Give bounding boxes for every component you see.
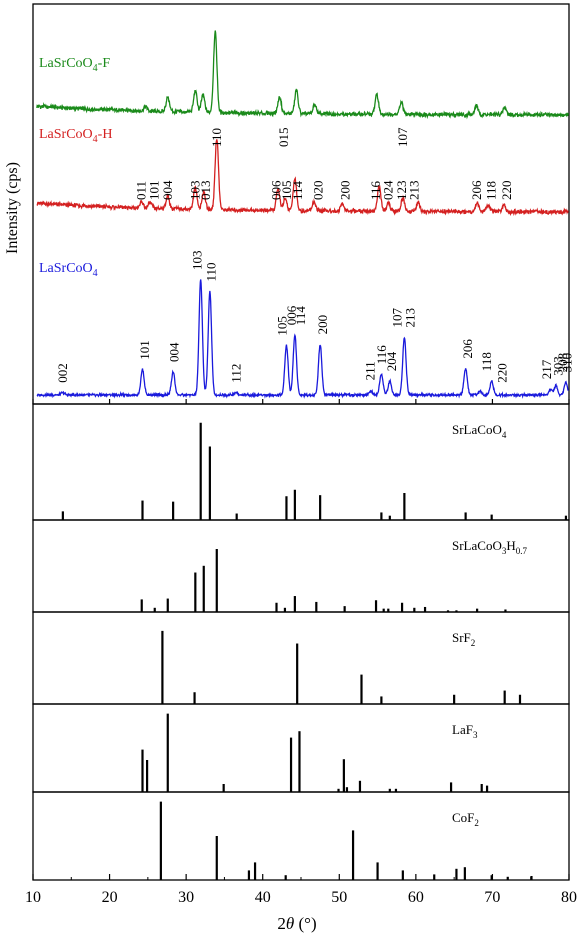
- x-axis-label-unit: (°): [294, 914, 316, 933]
- reference-panel-frame: [32, 519, 570, 613]
- x-tick-label: 30: [178, 889, 194, 906]
- trace-label-main: LaSrCoO: [39, 127, 93, 142]
- peak-label: 206: [460, 339, 475, 359]
- peak-label: 206: [469, 180, 484, 200]
- reference-panel-frame: [32, 611, 570, 705]
- peak-label: 004: [167, 342, 182, 362]
- reference-label-part: 3: [473, 730, 478, 740]
- trace-label-main: LaSrCoO: [39, 261, 93, 276]
- x-axis-label: 2θ (°): [277, 914, 316, 933]
- peak-label: 002: [55, 363, 70, 383]
- trace-label-H: LaSrCoO4-H: [39, 127, 112, 145]
- y-axis-label: Intensity (cps): [4, 162, 21, 254]
- peak-label: 105: [275, 316, 290, 336]
- trace-label-P: LaSrCoO4: [39, 261, 98, 279]
- x-tick-label: 20: [102, 889, 118, 906]
- diffraction-traces: [36, 30, 569, 399]
- peak-label: 024: [380, 180, 395, 200]
- reference-label-CoF2: CoF2: [452, 810, 479, 828]
- reference-label-SrF2: SrF2: [452, 630, 475, 648]
- reference-panel-frame: [32, 703, 570, 793]
- trace-P: [36, 279, 569, 399]
- reference-label-part: CoF: [452, 810, 474, 825]
- x-tick-label: 70: [484, 889, 500, 906]
- reference-panel-frame: [32, 791, 570, 881]
- peak-label: 200: [337, 181, 352, 201]
- peak-label: 105: [279, 181, 294, 201]
- reference-label-part: 3: [502, 546, 507, 556]
- peak-label: 123: [394, 181, 409, 201]
- peak-label: 213: [403, 308, 418, 328]
- peak-label: 107: [390, 308, 405, 328]
- x-tick-label: 80: [561, 889, 577, 906]
- x-tick-label: 50: [331, 889, 347, 906]
- reference-label-part: 4: [502, 430, 507, 440]
- reference-label-part: SrLaCoO: [452, 538, 502, 553]
- peak-label: 114: [290, 180, 305, 200]
- trace-label-suffix: -H: [98, 127, 113, 142]
- reference-label-LaF3: LaF3: [452, 722, 478, 740]
- reference-label-part: H: [506, 538, 515, 553]
- x-tick-label: 10: [25, 889, 41, 906]
- reference-label-part: 0.7: [516, 546, 528, 556]
- reference-label-part: 2: [474, 818, 479, 828]
- peak-label: 213: [406, 181, 421, 201]
- reference-label-SrLaCoO3H07: SrLaCoO3H0.7: [452, 538, 527, 556]
- peak-label: 217: [539, 359, 554, 379]
- panel-frames: [32, 3, 570, 881]
- peak-label: 013: [198, 181, 213, 201]
- peak-label: 103: [187, 181, 202, 201]
- reference-label-part: SrF: [452, 630, 471, 645]
- main-panel-frame: [32, 3, 570, 405]
- peak-label: 103: [190, 251, 205, 271]
- peak-label: 110: [203, 262, 218, 281]
- peak-label: 107: [395, 127, 410, 147]
- peak-label: 020: [311, 181, 326, 201]
- peak-label: 118: [484, 181, 499, 200]
- peak-label: 220: [499, 181, 514, 201]
- trace-label-sub: 4: [93, 268, 98, 279]
- peak-label: 204: [384, 351, 399, 371]
- peak-label: 116: [368, 180, 383, 200]
- x-axis-label-prefix: 2: [277, 914, 286, 933]
- peak-label: 011: [134, 181, 149, 200]
- peak-label: 101: [137, 340, 152, 360]
- trace-label-F: LaSrCoO4-F: [39, 56, 110, 74]
- peak-label: 006: [269, 180, 284, 200]
- peak-label: 015: [276, 128, 291, 148]
- peak-label: 101: [147, 181, 162, 201]
- peak-label: 211: [363, 361, 378, 380]
- trace-F: [36, 30, 569, 120]
- x-tick-label: 60: [408, 889, 424, 906]
- peak-label: 118: [479, 352, 494, 371]
- x-axis-label-theta: θ: [286, 914, 294, 933]
- peak-label: 004: [160, 180, 175, 200]
- peak-label: 200: [315, 315, 330, 335]
- reference-sticks: [61, 422, 568, 880]
- peak-label: 303: [550, 356, 565, 376]
- reference-label-part: LaF: [452, 722, 473, 737]
- x-tick-label: 40: [255, 889, 271, 906]
- peak-label: 310: [560, 353, 575, 373]
- peak-label: 006: [284, 305, 299, 325]
- peak-label: 112: [229, 364, 244, 383]
- peak-label: 208: [555, 353, 570, 373]
- trace-label-sub: 4: [93, 134, 98, 145]
- reference-label-part: SrLaCoO: [452, 422, 502, 437]
- peak-label: 114: [293, 306, 308, 326]
- trace-label-main: LaSrCoO: [39, 56, 93, 71]
- reference-label-part: 2: [471, 638, 476, 648]
- trace-label-sub: 4: [93, 63, 98, 74]
- trace-label-suffix: -F: [98, 56, 111, 71]
- reference-label-SrLaCoO4: SrLaCoO4: [452, 422, 507, 440]
- peak-label: 110: [209, 128, 224, 147]
- peak-label: 220: [494, 363, 509, 383]
- axes: 10 20 30 40 50 60 70 80: [25, 399, 577, 906]
- peak-label: 116: [374, 345, 389, 365]
- trace-H: [36, 139, 569, 217]
